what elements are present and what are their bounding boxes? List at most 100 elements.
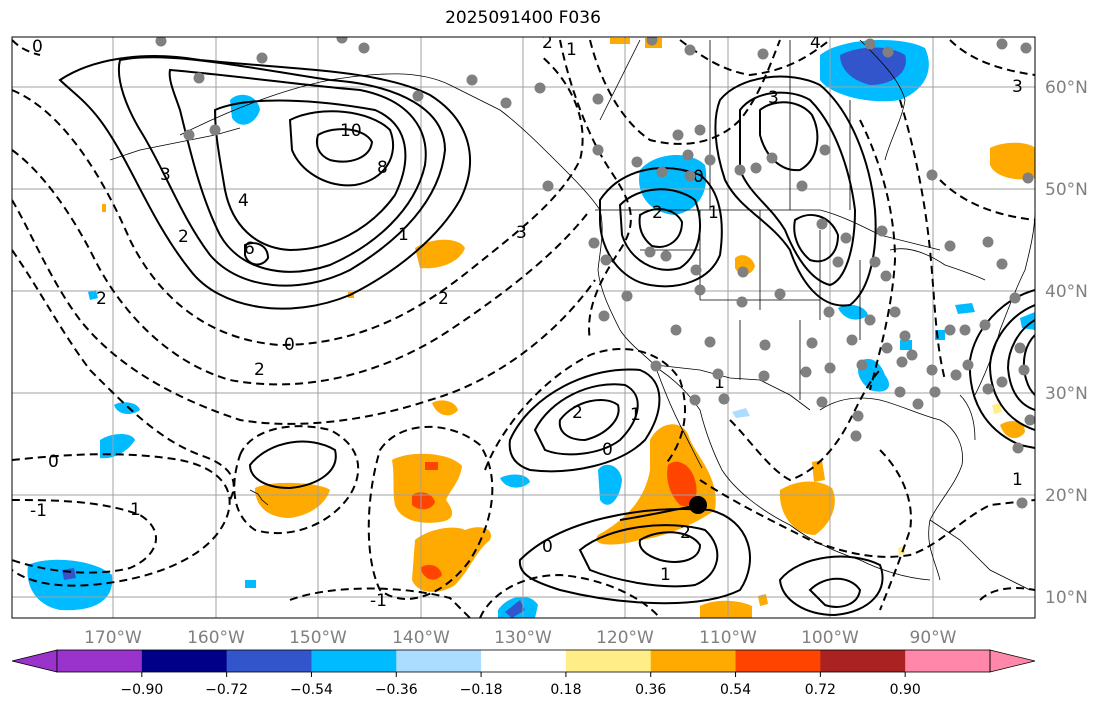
lat-label: 50°N [1045,180,1088,200]
lat-label: 10°N [1045,588,1088,608]
colorbar-segment [735,650,821,672]
station-dot [889,306,901,318]
pos-patch [596,424,716,545]
latitude-labels: 60°N 50°N 40°N 30°N 20°N 10°N [1045,78,1088,608]
hudson-bay [859,39,906,161]
station-dot [757,48,769,60]
station-dot [816,396,828,408]
neg-patch [900,340,912,350]
station-dot [894,386,906,398]
station-dot [1024,414,1035,426]
contour-label: 0 [693,167,704,187]
station-dot [1009,292,1021,304]
contour-solid [578,524,719,588]
contour-dashed [367,425,494,600]
station-dot [982,383,994,395]
contour-dashed [879,449,912,611]
station-dot [816,218,828,230]
lat-label: 20°N [1045,486,1088,506]
contour-solid [508,368,661,473]
contour-label: 2 [178,227,189,247]
colorbar-segment [565,650,652,672]
neg-patch [88,290,98,300]
station-dots [155,37,1035,509]
pos-patch [610,38,630,44]
station-dot [759,339,771,351]
station-dot [155,37,167,47]
contour-label: -1 [370,591,387,611]
contour-dashed [479,573,661,618]
contour-solid [793,214,840,263]
station-dot [906,349,918,361]
colorbar-segment [905,650,991,672]
contour-dashed [12,499,157,574]
station-dot [796,180,808,192]
baja [654,364,703,469]
station-dot [500,97,512,109]
station-dot [944,240,956,252]
station-dot [694,284,706,296]
station-dot [852,410,864,422]
station-dot [534,82,546,94]
contour-label: 3 [768,88,779,108]
station-dot [819,144,831,156]
longitude-labels: 170°W 160°W 150°W 140°W 130°W 120°W 110°W 100°W… [84,628,957,648]
station-dot [996,376,1008,388]
map-plot-area: 0 1 2 3 4 6 8 10 1 2 3 4 0 1 2 3 2 1 0 2… [12,33,1035,618]
contour-label: 1 [708,203,719,223]
lon-label: 90°W [910,628,957,648]
station-dot [718,393,730,405]
west-coast [597,209,931,581]
map-title: 2025091400 F036 [445,8,601,28]
contour-label: 1 [714,373,725,393]
contour-label: 0 [48,452,59,472]
contour-label: 2 [438,289,449,309]
pos-patch [392,453,462,523]
station-dot [588,237,600,249]
station-dot [840,232,852,244]
station-dot [896,356,908,368]
contour-solid [518,508,751,605]
pos-patch [432,400,458,416]
contour-label: 4 [810,33,821,53]
pos-patch [700,600,752,618]
contour-dashed [12,149,591,386]
station-dot [1022,172,1034,184]
station-dot [850,430,862,442]
hawaii [249,489,269,506]
station-dot [689,394,701,406]
station-dot [1012,442,1024,454]
station-dot [880,270,892,282]
station-dot [656,166,668,178]
station-dot [856,359,868,371]
station-dot [982,236,994,248]
contour-label: 2 [652,203,663,223]
contour-label-layer: 0 1 2 3 4 6 8 10 1 2 3 4 0 1 2 3 2 1 0 2… [30,33,1023,611]
station-dot [193,72,205,84]
colorbar-segment [226,650,312,672]
station-dot [996,258,1008,270]
contour-solid [988,304,1035,431]
state-lines [640,210,861,400]
station-dot [672,129,684,141]
colorbar-segment [650,650,737,672]
station-dot [336,37,348,44]
gulf-coast [819,397,963,581]
storm-track [619,504,699,521]
lon-label: 130°W [494,628,552,648]
colorbar-segment [57,650,143,672]
neg-patch [639,154,707,215]
colorbar-segment [820,650,906,672]
us-mexico-border [654,364,811,411]
contour-solid [618,188,701,271]
station-dot [950,369,962,381]
contour-label: 3 [516,223,527,243]
station-dot [979,319,991,331]
station-dot [684,44,696,56]
contour-label: 10 [340,121,362,141]
station-dot [959,324,971,336]
contour-solid [315,128,374,163]
contour-dashed [729,369,881,482]
neg-patch [62,568,76,580]
